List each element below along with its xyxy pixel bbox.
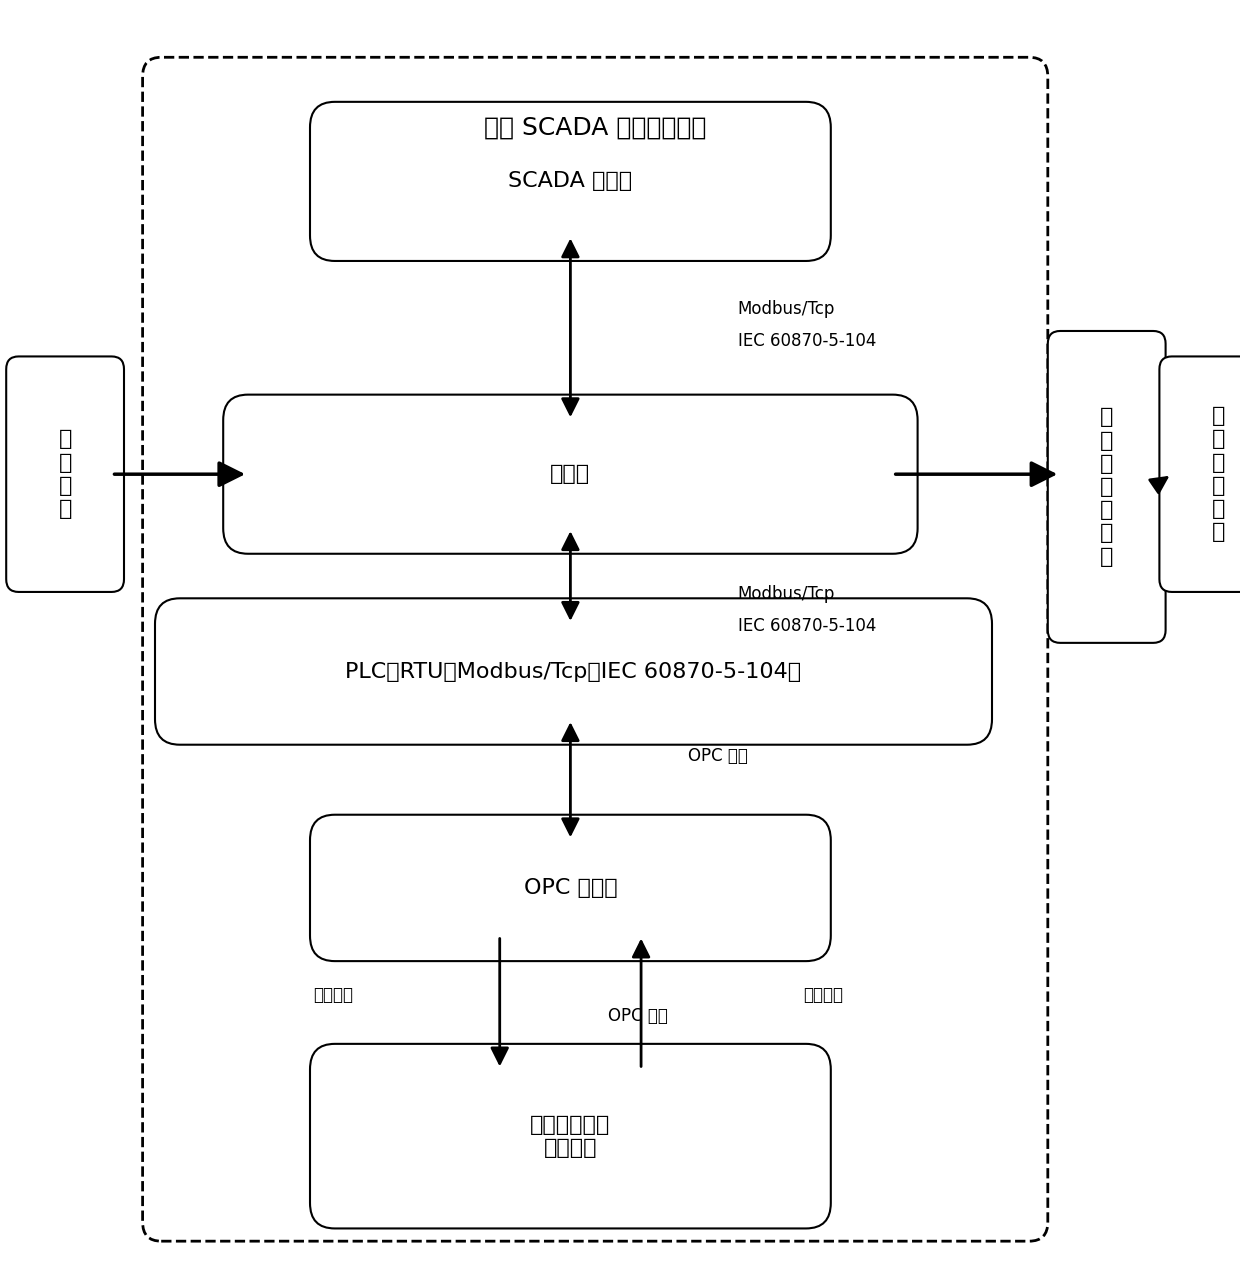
FancyBboxPatch shape [1159,356,1240,592]
Text: PLC、RTU（Modbus/Tcp、IEC 60870-5-104）: PLC、RTU（Modbus/Tcp、IEC 60870-5-104） [346,662,801,681]
FancyBboxPatch shape [155,598,992,745]
Text: IEC 60870-5-104: IEC 60870-5-104 [738,332,877,350]
Text: 入
侵
模
块: 入 侵 模 块 [58,429,72,519]
Text: OPC 协议: OPC 协议 [608,1007,667,1025]
Text: 虚拟被控对象
仿真模块: 虚拟被控对象 仿真模块 [531,1115,610,1157]
Text: SCADA 服务器: SCADA 服务器 [508,172,632,191]
FancyBboxPatch shape [6,356,124,592]
Text: 深
度
包
解
析
模
块: 深 度 包 解 析 模 块 [1100,407,1114,566]
Text: IEC 60870-5-104: IEC 60870-5-104 [738,617,877,635]
FancyBboxPatch shape [310,815,831,961]
Text: 交换机: 交换机 [551,465,590,484]
Text: 异
常
检
测
模
块: 异 常 检 测 模 块 [1211,406,1225,542]
Text: Modbus/Tcp: Modbus/Tcp [738,300,836,318]
Text: 控制信号: 控制信号 [314,987,353,1004]
FancyBboxPatch shape [1048,331,1166,643]
Text: 工业 SCADA 系统仿真平台: 工业 SCADA 系统仿真平台 [484,116,707,139]
Text: 状态信息: 状态信息 [804,987,843,1004]
Text: OPC 协议: OPC 协议 [688,747,748,765]
FancyBboxPatch shape [223,395,918,554]
FancyBboxPatch shape [143,57,1048,1241]
Text: Modbus/Tcp: Modbus/Tcp [738,586,836,603]
FancyBboxPatch shape [310,1044,831,1228]
FancyBboxPatch shape [310,102,831,261]
Text: OPC 服务器: OPC 服务器 [523,878,618,897]
